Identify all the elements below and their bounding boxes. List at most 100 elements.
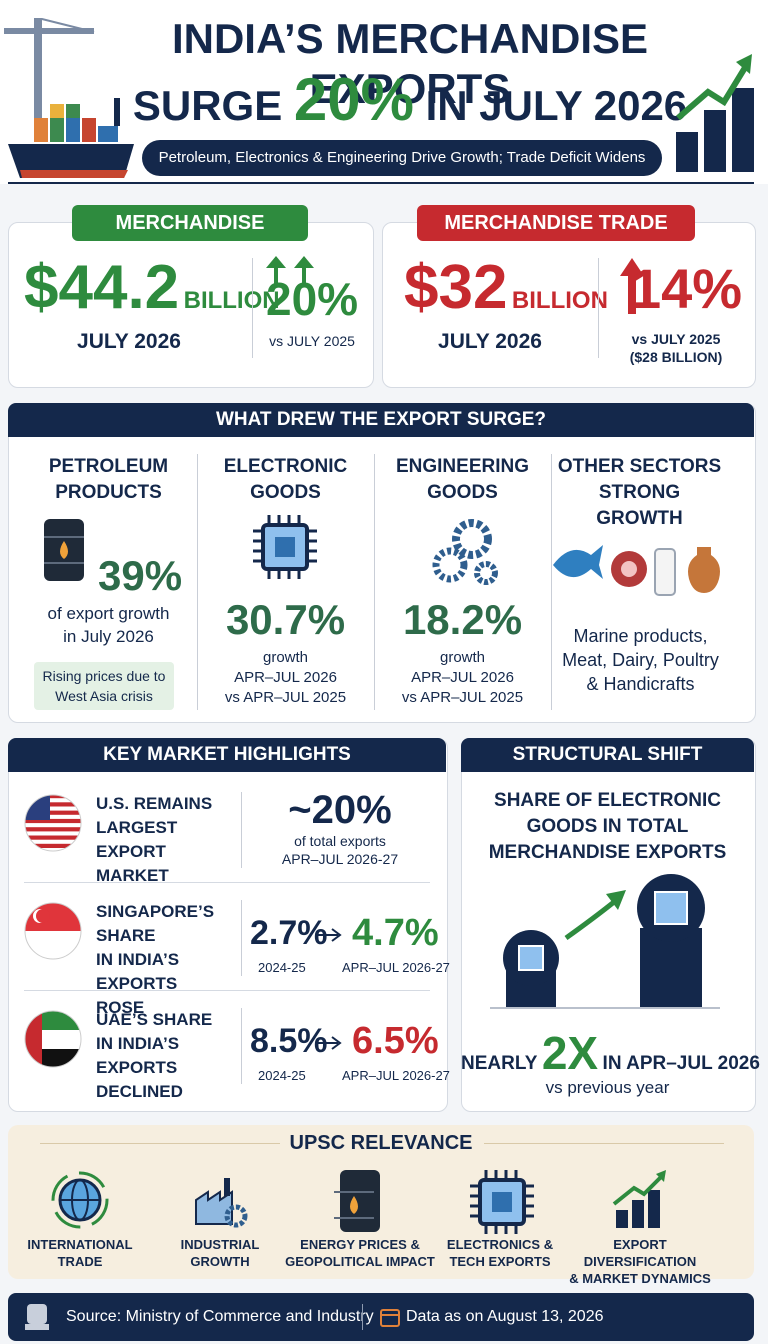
divider — [40, 1143, 280, 1144]
title-highlight: 20% — [293, 66, 414, 133]
icon-part — [98, 126, 118, 142]
icon-part — [114, 98, 120, 126]
icon-part — [275, 537, 295, 557]
stat-text: IN APR–JUL 2026 — [602, 1053, 760, 1074]
divider — [241, 1008, 242, 1084]
market-label-line: SINGAPORE’S SHARE — [96, 902, 215, 945]
icon-part — [24, 902, 82, 960]
market-label-line: U.S. REMAINS — [96, 794, 213, 813]
market-note-line: of total exports — [294, 833, 386, 849]
market-value: ~20% — [288, 788, 392, 832]
market-label: U.S. REMAINS LARGEST EXPORT MARKET — [96, 792, 246, 888]
upsc-item-line: GEOPOLITICAL IMPACT — [285, 1254, 435, 1269]
driver-note-line: growth — [439, 649, 486, 666]
barrel-icon — [44, 519, 84, 581]
title-line: SURGE 20% IN JULY 2026 — [130, 66, 690, 140]
icon-part — [632, 1200, 644, 1228]
driver-title-line: GOODS — [427, 482, 498, 503]
driver-note-line: & Handicrafts — [586, 674, 695, 694]
upsc-icon — [470, 1170, 534, 1234]
icon-part — [266, 256, 314, 286]
title-text: SURGE — [132, 82, 283, 129]
icon-part — [732, 88, 754, 172]
icon-part — [25, 1011, 81, 1067]
icon-part — [620, 258, 644, 314]
driver-note-line: APR–JUL 2026 — [411, 669, 514, 686]
up-arrows — [266, 256, 314, 286]
icon-part — [656, 1170, 666, 1182]
driver-tag-line: West Asia crisis — [55, 688, 153, 704]
icon-part — [27, 1304, 47, 1324]
structural-stat: NEARLY 2X IN APR–JUL 2026 — [461, 1026, 760, 1080]
flag-icon — [24, 902, 82, 960]
icon-part — [82, 118, 96, 142]
icon-part — [25, 1324, 49, 1330]
icon-part — [34, 18, 42, 128]
market-from: 2.7% — [250, 914, 328, 952]
driver-note-line: APR–JUL 2026 — [234, 669, 337, 686]
change-note: vs JULY 2025 ($28 BILLION) — [606, 330, 746, 366]
market-to: 4.7% — [352, 912, 439, 954]
icon-part — [676, 64, 749, 121]
icon-part — [24, 794, 82, 852]
title-text: IN JULY 2026 — [425, 82, 688, 129]
icon-part — [25, 818, 81, 824]
heading-line: SHARE OF ELECTRONIC — [494, 790, 721, 811]
icon-part — [736, 54, 752, 74]
icon-part — [688, 547, 720, 593]
divider — [241, 900, 242, 976]
icon-part — [25, 810, 81, 815]
icon-part — [24, 1010, 82, 1068]
upsc-item-line: GROWTH — [190, 1254, 250, 1269]
icon-part — [621, 561, 637, 577]
gears-icon — [432, 519, 498, 585]
driver-note-line: vs APR–JUL 2025 — [224, 689, 347, 706]
driver-title-line: GOODS — [250, 482, 321, 503]
upsc-panel — [8, 1125, 754, 1279]
heading-line: GOODS IN TOTAL — [526, 816, 689, 837]
divider — [374, 454, 375, 710]
icon-part — [51, 1171, 109, 1229]
driver-title-line: ELECTRONIC — [223, 456, 348, 477]
market-from: 8.5% — [250, 1022, 328, 1060]
driver-title-line: PRODUCTS — [55, 482, 162, 503]
icon-part — [66, 118, 80, 142]
upsc-item-line: ELECTRONICS & — [446, 1237, 554, 1252]
icon-part — [25, 795, 81, 848]
upsc-item-line: TRADE — [57, 1254, 103, 1269]
market-note: of total exports APR–JUL 2026-27 — [250, 832, 430, 868]
icon-part — [648, 1190, 660, 1228]
upsc-icon — [51, 1171, 109, 1229]
upsc-icon — [334, 1170, 380, 1232]
icon-part — [704, 110, 726, 172]
icon-part — [340, 1170, 380, 1232]
divider — [484, 1143, 724, 1144]
driver-tag-line: Rising prices due to — [42, 668, 166, 684]
subtitle: Petroleum, Electronics & Engineering Dri… — [142, 140, 662, 176]
upsc-item: INDUSTRIAL GROWTH — [140, 1236, 300, 1270]
heading-line: MERCHANDISE EXPORTS — [488, 842, 727, 863]
icon-part — [34, 118, 48, 142]
footer-source: Source: Ministry of Commerce and Industr… — [66, 1308, 374, 1325]
driver-title-line: OTHER SECTORS — [557, 456, 722, 477]
stat-note: vs previous year — [545, 1078, 670, 1097]
icon-part — [25, 802, 81, 807]
stat-text: NEARLY — [461, 1053, 538, 1074]
icon-part — [25, 835, 81, 840]
icon-part — [25, 827, 81, 832]
deficit-value: $32 BILLION — [404, 252, 608, 323]
icon-part — [50, 118, 64, 142]
flag-icon — [24, 794, 82, 852]
divider — [24, 882, 430, 883]
driver-note-line: growth — [262, 649, 309, 666]
icon-part — [25, 903, 81, 931]
divider — [24, 990, 430, 991]
value-text: $44.2 — [24, 253, 180, 322]
driver-title: OTHER SECTORS STRONG GROWTH — [557, 454, 722, 532]
exports-period: JULY 2026 — [77, 330, 181, 353]
icon-part — [4, 28, 94, 34]
market-to: 6.5% — [352, 1020, 439, 1062]
flag-icon — [24, 1010, 82, 1068]
